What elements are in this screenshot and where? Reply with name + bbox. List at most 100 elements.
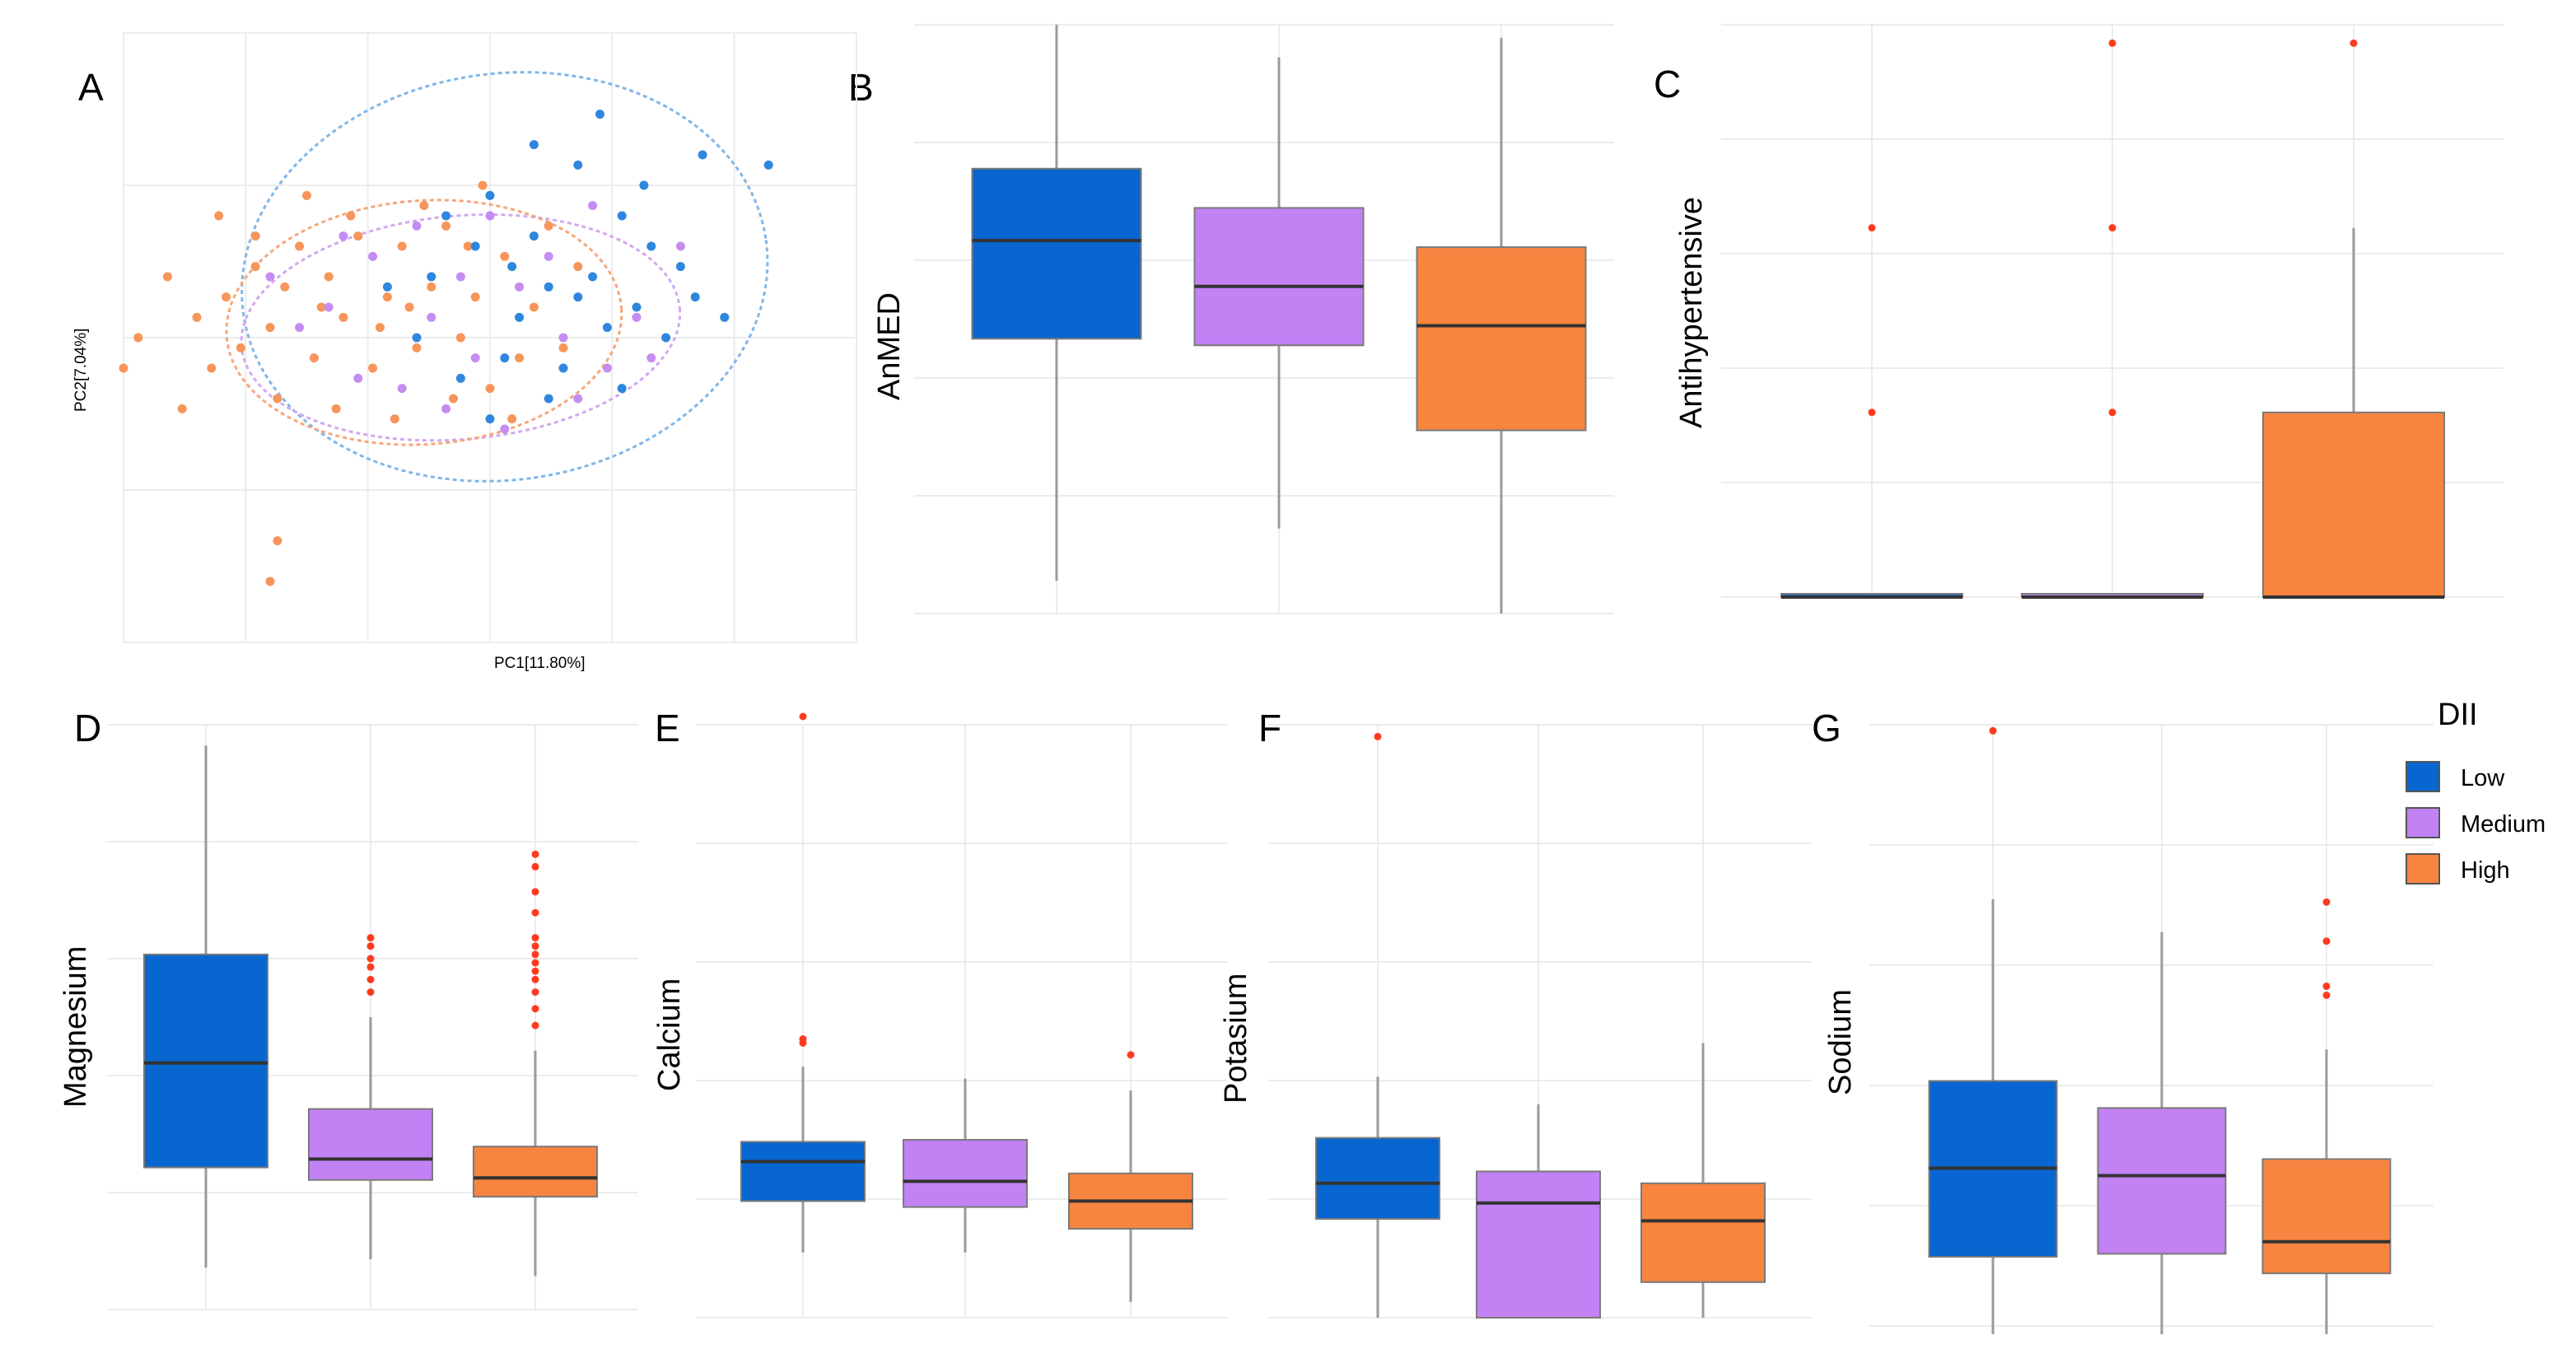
pca-point-medium (573, 394, 583, 404)
legend: DII Low Medium High (2406, 698, 2546, 885)
magnesium-outlier-high (531, 950, 539, 959)
pca-point-high (331, 404, 341, 413)
pca-point-high (119, 363, 128, 373)
legend-swatch-medium (2406, 807, 2440, 838)
panel-letter-b: B (848, 66, 874, 109)
pca-point-low (602, 323, 612, 333)
pca-point-low (617, 384, 627, 394)
antihypertensive-outlier-medium (2108, 408, 2116, 417)
pca-point-low (485, 414, 495, 424)
legend-item-high: High (2406, 853, 2510, 885)
pca-point-high (376, 323, 385, 333)
boxplots (107, 24, 2504, 1334)
sodium-outlier-high (2322, 992, 2331, 999)
legend-swatch-low (2406, 761, 2440, 792)
pca-point-low (529, 231, 539, 241)
pca-point-low (412, 333, 422, 343)
pca-point-high (419, 201, 429, 211)
pca-point-high (265, 323, 275, 333)
sodium-outlier-low (1989, 726, 1997, 735)
magnesium-outlier-high (531, 942, 539, 950)
magnesium-outlier-high (531, 1021, 539, 1029)
pca-point-high (441, 221, 451, 231)
sodium-outlier-high (2322, 983, 2331, 991)
pca-y-axis-label: PC2[7.04%] (72, 329, 90, 412)
y-axis-label-anmed: AnMED (872, 292, 907, 400)
legend-item-medium: Medium (2406, 807, 2546, 838)
antihypertensive-outlier-low (1868, 408, 1876, 417)
calcium-box-low (740, 1141, 866, 1202)
pca-point-high (207, 363, 217, 373)
y-axis-label-potasium: Potasium (1219, 973, 1253, 1104)
pca-point-medium (500, 424, 510, 434)
sodium-box-high (2261, 1158, 2392, 1275)
magnesium-outlier-high (531, 988, 539, 997)
pca-point-low (646, 241, 656, 251)
anmed-box-medium (1193, 207, 1365, 347)
pca-point-high (265, 576, 275, 586)
pca-point-low (558, 363, 568, 373)
pca-point-high (236, 343, 245, 352)
pca-point-low (698, 150, 707, 160)
pca-point-high (273, 394, 282, 404)
sodium-outlier-high (2322, 937, 2331, 945)
pca-point-low (588, 272, 598, 282)
magnesium-outlier-high (531, 888, 539, 896)
pca-point-medium (295, 323, 305, 333)
panel-letter-g: G (1812, 707, 1841, 749)
magnesium-outlier-high (531, 850, 539, 858)
pca-point-low (529, 140, 539, 150)
magnesium-outlier-medium (366, 988, 375, 997)
magnesium-outlier-medium (366, 975, 375, 983)
magnesium-box-high (473, 1146, 598, 1198)
magnesium-outlier-medium (366, 934, 375, 942)
legend-label-medium: Medium (2461, 811, 2546, 838)
pca-point-high (455, 333, 465, 343)
magnesium-outlier-high (531, 908, 539, 917)
anmed-box-high (1416, 246, 1587, 432)
panel-letter-e: E (655, 707, 680, 749)
pca-point-high (470, 292, 480, 302)
y-axis-label-calcium: Calcium (652, 978, 687, 1091)
pca-point-medium (646, 353, 656, 363)
magnesium-outlier-high (531, 1005, 539, 1013)
y-axis-label-sodium: Sodium (1823, 989, 1858, 1095)
legend-label-low: Low (2461, 765, 2505, 791)
legend-title: DII (2438, 698, 2478, 732)
potasium-box-low (1315, 1137, 1440, 1220)
magnesium-outlier-high (531, 959, 539, 967)
antihypertensive-box-high (2262, 411, 2445, 598)
pca-point-medium (412, 221, 422, 231)
pca-point-low (573, 292, 583, 302)
pca-point-low (595, 110, 604, 119)
pca-point-high (382, 292, 392, 302)
pca-point-high (368, 363, 378, 373)
pca-point-medium (338, 231, 348, 241)
antihypertensive-outlier-medium (2108, 39, 2116, 47)
pca-point-medium (368, 251, 378, 261)
calcium-outlier-high (1127, 1051, 1135, 1059)
pca-point-high (507, 414, 517, 424)
pca-point-low (485, 190, 495, 200)
pca-point-high (302, 190, 311, 200)
magnesium-box-low (143, 953, 268, 1169)
pca-point-high (346, 211, 356, 221)
antihypertensive-outlier-medium (2108, 224, 2116, 232)
anmed-box-low (971, 167, 1142, 340)
magnesium-outlier-high (531, 934, 539, 942)
pca-ellipse-high (225, 198, 623, 446)
pca-point-low (382, 282, 392, 292)
pca-point-low (507, 262, 517, 272)
pca-point-medium (455, 272, 465, 282)
pca-point-high (338, 312, 348, 322)
sodium-box-medium (2097, 1107, 2227, 1255)
legend-swatch-high (2406, 853, 2440, 885)
magnesium-outlier-high (531, 967, 539, 975)
pca-point-high (404, 302, 414, 312)
pca-point-high (309, 353, 319, 363)
pca-point-high (485, 384, 495, 394)
pca-point-low (441, 211, 451, 221)
pca-point-high (427, 282, 436, 292)
pca-point-low (544, 394, 553, 404)
